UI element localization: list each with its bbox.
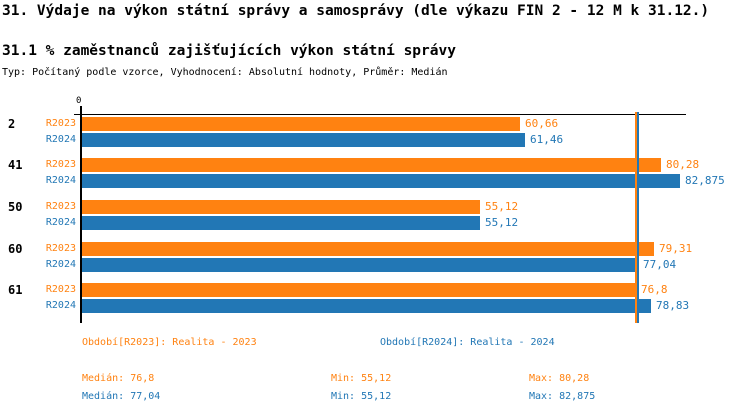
stat-value: 80,28	[559, 373, 590, 384]
bar-value-label: 61,46	[530, 133, 564, 146]
series-row-label-r2023: R2023	[45, 118, 76, 129]
stat-max-r2024: Max: 82,875	[529, 390, 595, 403]
stat-label: Min:	[331, 373, 356, 384]
bar-value-label: 55,12	[485, 200, 519, 213]
series-row-label-r2023: R2023	[45, 243, 76, 254]
category-label: 41	[8, 158, 23, 172]
stat-value: 82,875	[559, 391, 596, 402]
stat-median-r2024: Medián: 77,04	[82, 390, 160, 403]
bar-value-label: 79,31	[659, 242, 693, 255]
stat-value: 55,12	[361, 391, 392, 402]
stat-value: 76,8	[130, 373, 155, 384]
stat-max-r2023: Max: 80,28	[529, 372, 589, 385]
category-label: 60	[8, 242, 23, 256]
indicator-title: 31.1 % zaměstnanců zajišťujících výkon s…	[2, 43, 456, 59]
bar-value-label: 60,66	[525, 117, 559, 130]
stat-label: Medián:	[82, 391, 125, 402]
bar-r2024	[82, 133, 525, 147]
category-label: 50	[8, 200, 23, 214]
stat-min-r2024: Min: 55,12	[331, 390, 391, 403]
bar-r2023	[82, 242, 654, 256]
series-row-label-r2024: R2024	[45, 134, 76, 145]
bar-r2024	[82, 174, 680, 188]
series-row-label-r2023: R2023	[45, 284, 76, 295]
stat-label: Medián:	[82, 373, 125, 384]
page-title: 31. Výdaje na výkon státní správy a samo…	[2, 3, 710, 19]
bar-value-label: 76,8	[641, 283, 668, 296]
legend-r2023: Období[R2023]: Realita - 2023	[82, 337, 257, 348]
bar-value-label: 80,28	[666, 158, 700, 171]
category-label: 2	[8, 117, 16, 131]
series-row-label-r2024: R2024	[45, 175, 76, 186]
series-row-label-r2024: R2024	[45, 300, 76, 311]
bar-value-label: 78,83	[656, 299, 690, 312]
category-label: 61	[8, 283, 23, 297]
series-row-label-r2024: R2024	[45, 217, 76, 228]
series-row-label-r2023: R2023	[45, 201, 76, 212]
bar-value-label: 77,04	[643, 258, 677, 271]
bar-r2023	[82, 283, 636, 297]
bar-r2024	[82, 299, 651, 313]
bar-r2024	[82, 216, 480, 230]
stat-label: Min:	[331, 391, 356, 402]
legend-r2024: Období[R2024]: Realita - 2024	[380, 337, 555, 348]
series-row-label-r2023: R2023	[45, 159, 76, 170]
stat-min-r2023: Min: 55,12	[331, 372, 391, 385]
axis-origin-label: 0	[76, 96, 82, 106]
median-line-r2023	[635, 112, 637, 323]
median-line-r2024	[637, 112, 639, 323]
series-row-label-r2024: R2024	[45, 259, 76, 270]
stat-value: 77,04	[130, 391, 161, 402]
stat-value: 55,12	[361, 373, 392, 384]
bar-r2024	[82, 258, 638, 272]
x-axis-line	[74, 114, 686, 115]
bar-value-label: 82,875	[685, 174, 725, 187]
y-axis-line	[80, 106, 82, 323]
bar-r2023	[82, 158, 661, 172]
bar-value-label: 55,12	[485, 216, 519, 229]
stat-label: Max:	[529, 391, 554, 402]
bar-r2023	[82, 117, 520, 131]
stat-median-r2023: Medián: 76,8	[82, 372, 154, 385]
indicator-meta: Typ: Počítaný podle vzorce, Vyhodnocení:…	[2, 67, 448, 78]
bar-r2023	[82, 200, 480, 214]
stat-label: Max:	[529, 373, 554, 384]
